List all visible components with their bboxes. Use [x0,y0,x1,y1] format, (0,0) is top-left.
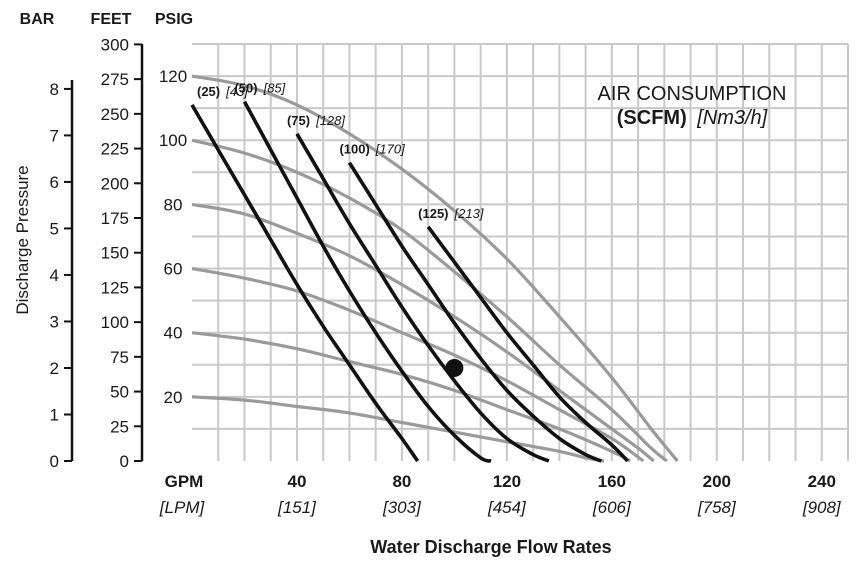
air-curve-nm3h-label: [213] [454,206,484,221]
feet-tick-label: 0 [120,452,129,471]
air-curve [347,161,603,463]
axes: 0123456780255075100125150175200225250275… [50,35,842,517]
legend-subtitle-nm3h: [Nm3/h] [696,107,767,129]
air-curve [242,100,492,463]
psig-tick-label: 40 [164,324,183,343]
pressure-curve [191,138,668,463]
air-curve-scfm-label: (125) [418,206,448,221]
feet-tick-label: 75 [110,348,129,367]
air-curve-scfm-label: (75) [287,113,310,128]
feet-axis-header: FEET [91,11,132,28]
bar-tick-label: 3 [50,312,59,331]
x-tick-lpm: [303] [382,498,422,517]
air-curve-label: (100) [170] [339,142,405,157]
bar-tick-label: 1 [50,405,59,424]
x-tick-gpm: 40 [287,472,306,491]
x-unit-lpm: [LPM] [159,498,206,517]
y-axis-title: Discharge Pressure [13,165,32,314]
air-curve-label: (75) [128] [287,113,345,128]
bar-tick-label: 8 [50,80,59,99]
air-curve-label: (25) [43] [197,84,248,99]
x-tick-lpm: [454] [487,498,527,517]
x-tick-gpm: 160 [598,472,626,491]
feet-tick-label: 125 [101,278,129,297]
legend-subtitle: (SCFM) [Nm3/h] [617,107,768,129]
air-curve-label: (50) [85] [234,81,285,96]
air-curve-scfm-label: (100) [339,142,369,157]
bar-tick-label: 2 [50,359,59,378]
feet-tick-label: 250 [101,105,129,124]
feet-tick-label: 25 [110,417,129,436]
psig-axis-header: PSIG [155,11,193,28]
air-curve-nm3h-label: [128] [315,113,345,128]
air-consumption-curves: (25) [43](50) [85] (75) [128] (100) [170] (125)… [190,81,629,463]
bar-axis-header: BAR [20,11,55,28]
feet-tick-label: 50 [110,383,129,402]
x-unit-gpm: GPM [165,472,204,491]
bar-tick-label: 7 [50,126,59,145]
x-tick-gpm: 200 [703,472,731,491]
operating-point-marker [445,358,464,377]
feet-tick-label: 200 [101,174,129,193]
pressure-curve [191,395,605,463]
operating-point [445,358,464,377]
psig-tick-label: 60 [164,260,183,279]
feet-tick-label: 175 [101,209,129,228]
psig-tick-label: 120 [159,67,187,86]
air-consumption-legend: AIR CONSUMPTION (SCFM) [Nm3/h] [598,83,787,129]
pressure-curves [191,74,679,463]
air-curve-scfm-label: (50) [234,81,257,96]
feet-tick-label: 275 [101,70,129,89]
pressure-curve [191,202,655,463]
x-tick-lpm: [758] [697,498,737,517]
air-curve-nm3h-label: [85] [263,81,286,96]
feet-tick-label: 100 [101,313,129,332]
x-axis-title: Water Discharge Flow Rates [370,537,611,557]
feet-tick-label: 225 [101,140,129,159]
psig-tick-label: 20 [164,388,183,407]
x-tick-gpm: 80 [392,472,411,491]
x-tick-lpm: [606] [592,498,632,517]
x-tick-gpm: 120 [493,472,521,491]
x-tick-gpm: 240 [808,472,836,491]
air-curve-nm3h-label: [170] [375,142,405,157]
legend-subtitle-scfm: (SCFM) [617,107,687,129]
feet-tick-label: 300 [101,35,129,54]
air-curve [295,132,550,463]
air-curve-scfm-label: (25) [197,84,220,99]
bar-tick-label: 6 [50,173,59,192]
bar-tick-label: 4 [50,266,59,285]
air-curve-nm3h-label: [43] [225,84,248,99]
air-curve-label: (125) [213] [418,206,484,221]
x-tick-lpm: [151] [277,498,317,517]
pressure-curve [191,74,679,463]
psig-tick-label: 100 [159,131,187,150]
pressure-curve [191,331,631,463]
bar-tick-label: 5 [50,219,59,238]
psig-tick-label: 80 [164,195,183,214]
x-tick-lpm: [908] [802,498,842,517]
feet-tick-label: 150 [101,244,129,263]
air-curve [426,225,629,463]
air-curve [190,103,420,463]
bar-tick-label: 0 [50,452,59,471]
legend-title: AIR CONSUMPTION [598,83,787,105]
